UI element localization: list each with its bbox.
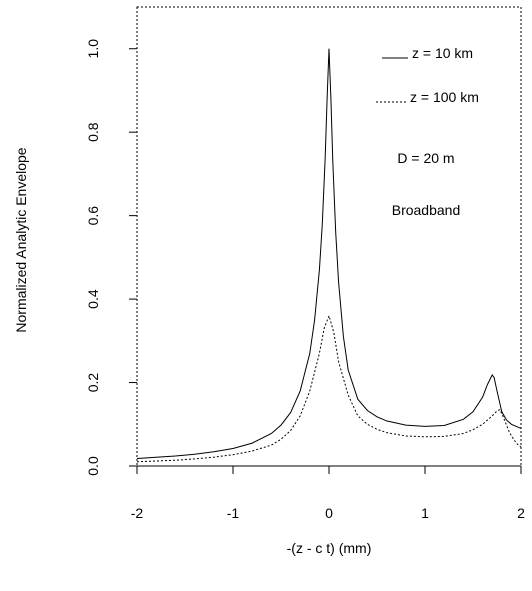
x-axis-label: -(z - c t) (mm) [287, 540, 372, 556]
y-tick-label: 0.8 [85, 122, 101, 142]
x-tick-label: 2 [517, 505, 525, 521]
y-tick-label: 0.0 [85, 456, 101, 476]
series-line-2 [136, 314, 522, 463]
annotation-diameter: D = 20 m [397, 150, 454, 166]
x-ticks: -2 -1 0 1 2 [131, 466, 525, 521]
y-axis-label: Normalized Analytic Envelope [13, 147, 29, 332]
legend-label-dotted: z = 100 km [410, 89, 479, 105]
y-tick-label: 0.2 [85, 373, 101, 393]
series-line-1 [136, 48, 522, 459]
y-tick-label: 0.4 [85, 289, 101, 309]
x-tick-label: -2 [131, 505, 144, 521]
y-ticks: 0.0 0.2 0.4 0.6 0.8 1.0 [85, 39, 137, 476]
x-tick-label: 0 [325, 505, 333, 521]
legend: z = 10 km z = 100 km [376, 45, 479, 105]
x-tick-label: -1 [227, 505, 240, 521]
y-tick-label: 1.0 [85, 39, 101, 59]
annotation-broadband: Broadband [392, 202, 461, 218]
plot-frame [136, 6, 522, 467]
legend-label-solid: z = 10 km [412, 45, 473, 61]
y-tick-label: 0.6 [85, 206, 101, 226]
x-tick-label: 1 [421, 505, 429, 521]
series-layer [136, 48, 522, 463]
